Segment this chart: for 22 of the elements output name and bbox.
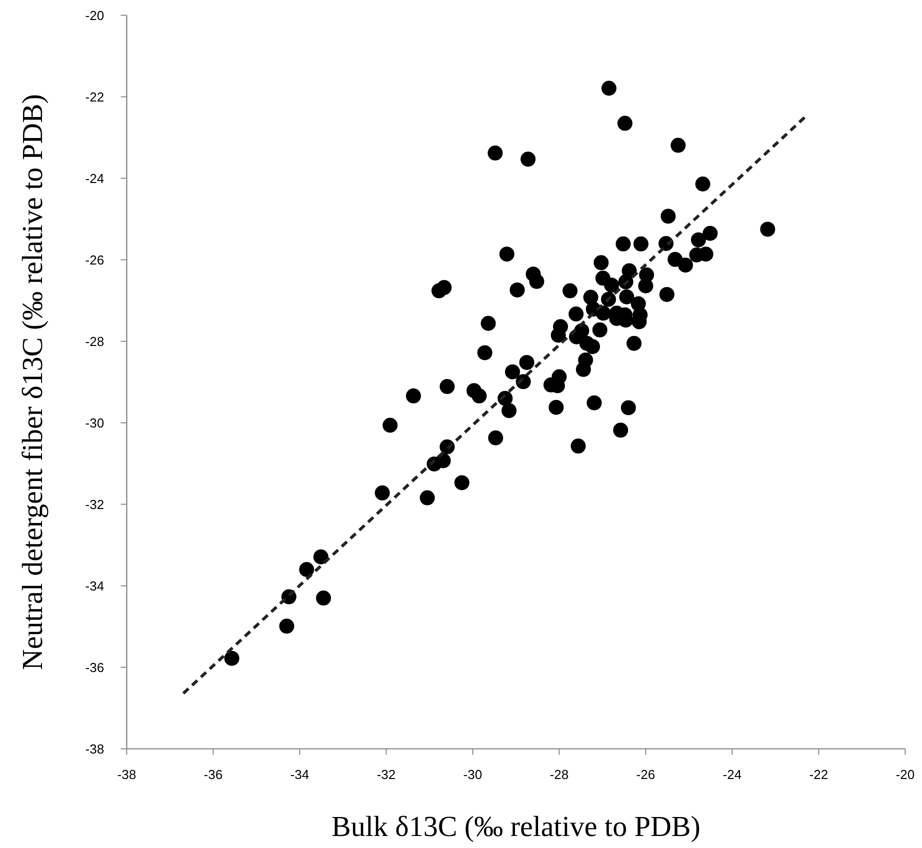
x-tick-label: -20 xyxy=(896,766,915,782)
x-tick-label: -28 xyxy=(550,766,569,782)
x-axis-title: Bulk δ13C (‰ relative to PDB) xyxy=(332,811,700,843)
x-tick-label: -38 xyxy=(117,766,136,782)
y-tick-label: -32 xyxy=(85,496,104,512)
y-tick-label: -36 xyxy=(85,660,104,675)
x-tick-label: -32 xyxy=(376,766,396,782)
x-tick-label: -24 xyxy=(722,766,742,782)
x-tick-label: -34 xyxy=(290,766,310,782)
x-tick-label: -30 xyxy=(463,766,482,782)
x-tick-label: -26 xyxy=(636,766,656,782)
y-tick-label: -28 xyxy=(85,334,104,349)
y-axis-title: Neutral detergent fiber δ13C (‰ relative to PDB) xyxy=(17,94,49,670)
x-tick-label: -36 xyxy=(204,766,223,782)
y-tick-label: -20 xyxy=(85,8,104,23)
y-tick-label: -24 xyxy=(85,170,104,186)
y-tick-label: -38 xyxy=(85,741,104,756)
y-tick-label: -34 xyxy=(85,578,104,594)
x-tick-label: -22 xyxy=(809,766,828,782)
y-tick-label: -22 xyxy=(85,89,104,104)
y-tick-label: -30 xyxy=(85,415,104,430)
y-tick-label: -26 xyxy=(85,252,104,268)
